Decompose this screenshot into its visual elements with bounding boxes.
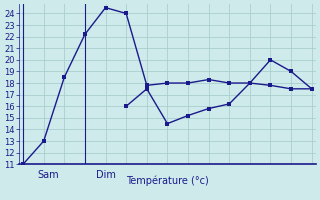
Text: Dim: Dim xyxy=(96,170,116,180)
X-axis label: Température (°c): Température (°c) xyxy=(126,175,209,186)
Text: Sam: Sam xyxy=(37,170,59,180)
